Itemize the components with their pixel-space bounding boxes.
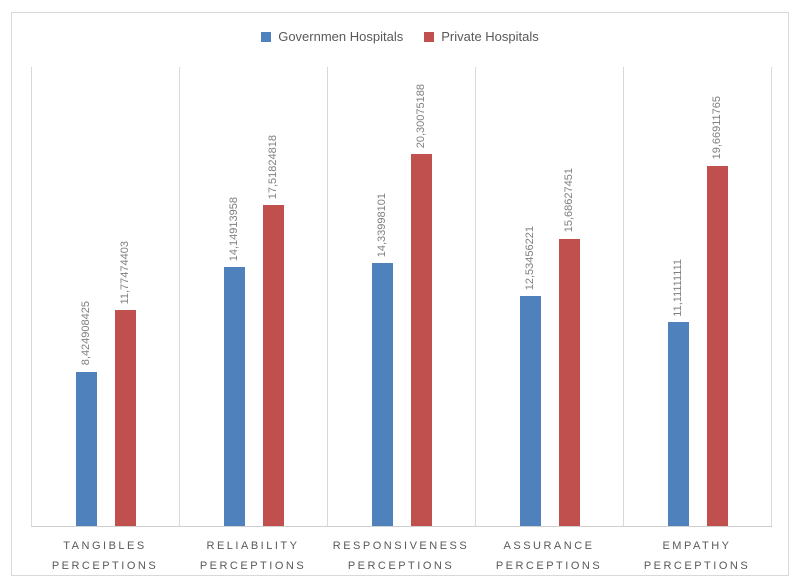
data-label: 19,66911765: [711, 96, 723, 160]
plot-area: 8,424908425 11,77474403 14,14913958 17,5182…: [31, 67, 772, 527]
category-group: 11,11111111 19,66911765: [624, 67, 772, 526]
bar-government: [372, 263, 393, 526]
data-label: 11,11111111: [672, 258, 684, 317]
category-group: 12,53456221 15,68627451: [476, 67, 624, 526]
legend-label: Governmen Hospitals: [278, 29, 404, 44]
bar-private: [559, 238, 580, 526]
legend-item-government: Governmen Hospitals: [261, 29, 403, 44]
legend-label: Private Hospitals: [441, 29, 539, 44]
data-label: 8,424908425: [80, 301, 92, 366]
bar-private: [707, 165, 728, 526]
legend-swatch-icon: [261, 31, 272, 42]
data-label: 11,77474403: [119, 240, 131, 305]
bar-government: [520, 296, 541, 526]
category-group: 8,424908425 11,77474403: [32, 67, 180, 526]
legend-item-private: Private Hospitals: [424, 29, 539, 44]
bar-private: [411, 154, 432, 526]
data-label: 14,14913958: [228, 196, 240, 261]
category-label: TANGIBLES PERCEPTIONS: [51, 540, 159, 572]
data-label: 14,33998101: [376, 193, 388, 258]
category-label: EMPATHY PERCEPTIONS: [643, 540, 751, 572]
category-label: RELIABILITY PERCEPTIONS: [199, 540, 307, 572]
category-group: 14,14913958 17,51824818: [180, 67, 328, 526]
data-label: 20,30075188: [415, 83, 427, 149]
bar-private: [263, 205, 284, 526]
category-label: RESPONSIVENESS PERCEPTIONS: [332, 540, 470, 572]
legend-swatch-icon: [424, 31, 435, 42]
bar-private: [115, 310, 136, 526]
data-label: 12,53456221: [524, 226, 536, 291]
data-label: 15,68627451: [563, 168, 575, 233]
bar-government: [76, 371, 97, 526]
category-group: 14,33998101 20,30075188: [328, 67, 476, 526]
bar-government: [224, 266, 245, 526]
data-label: 17,51824818: [267, 134, 279, 200]
category-axis: TANGIBLES PERCEPTIONS RELIABILITY PERCEPTIO…: [31, 536, 771, 576]
chart-frame: Governmen Hospitals Private Hospitals 8,4…: [11, 12, 789, 576]
chart-legend: Governmen Hospitals Private Hospitals: [12, 29, 788, 44]
bar-government: [668, 322, 689, 526]
category-label: ASSURANCE PERCEPTIONS: [495, 540, 603, 572]
